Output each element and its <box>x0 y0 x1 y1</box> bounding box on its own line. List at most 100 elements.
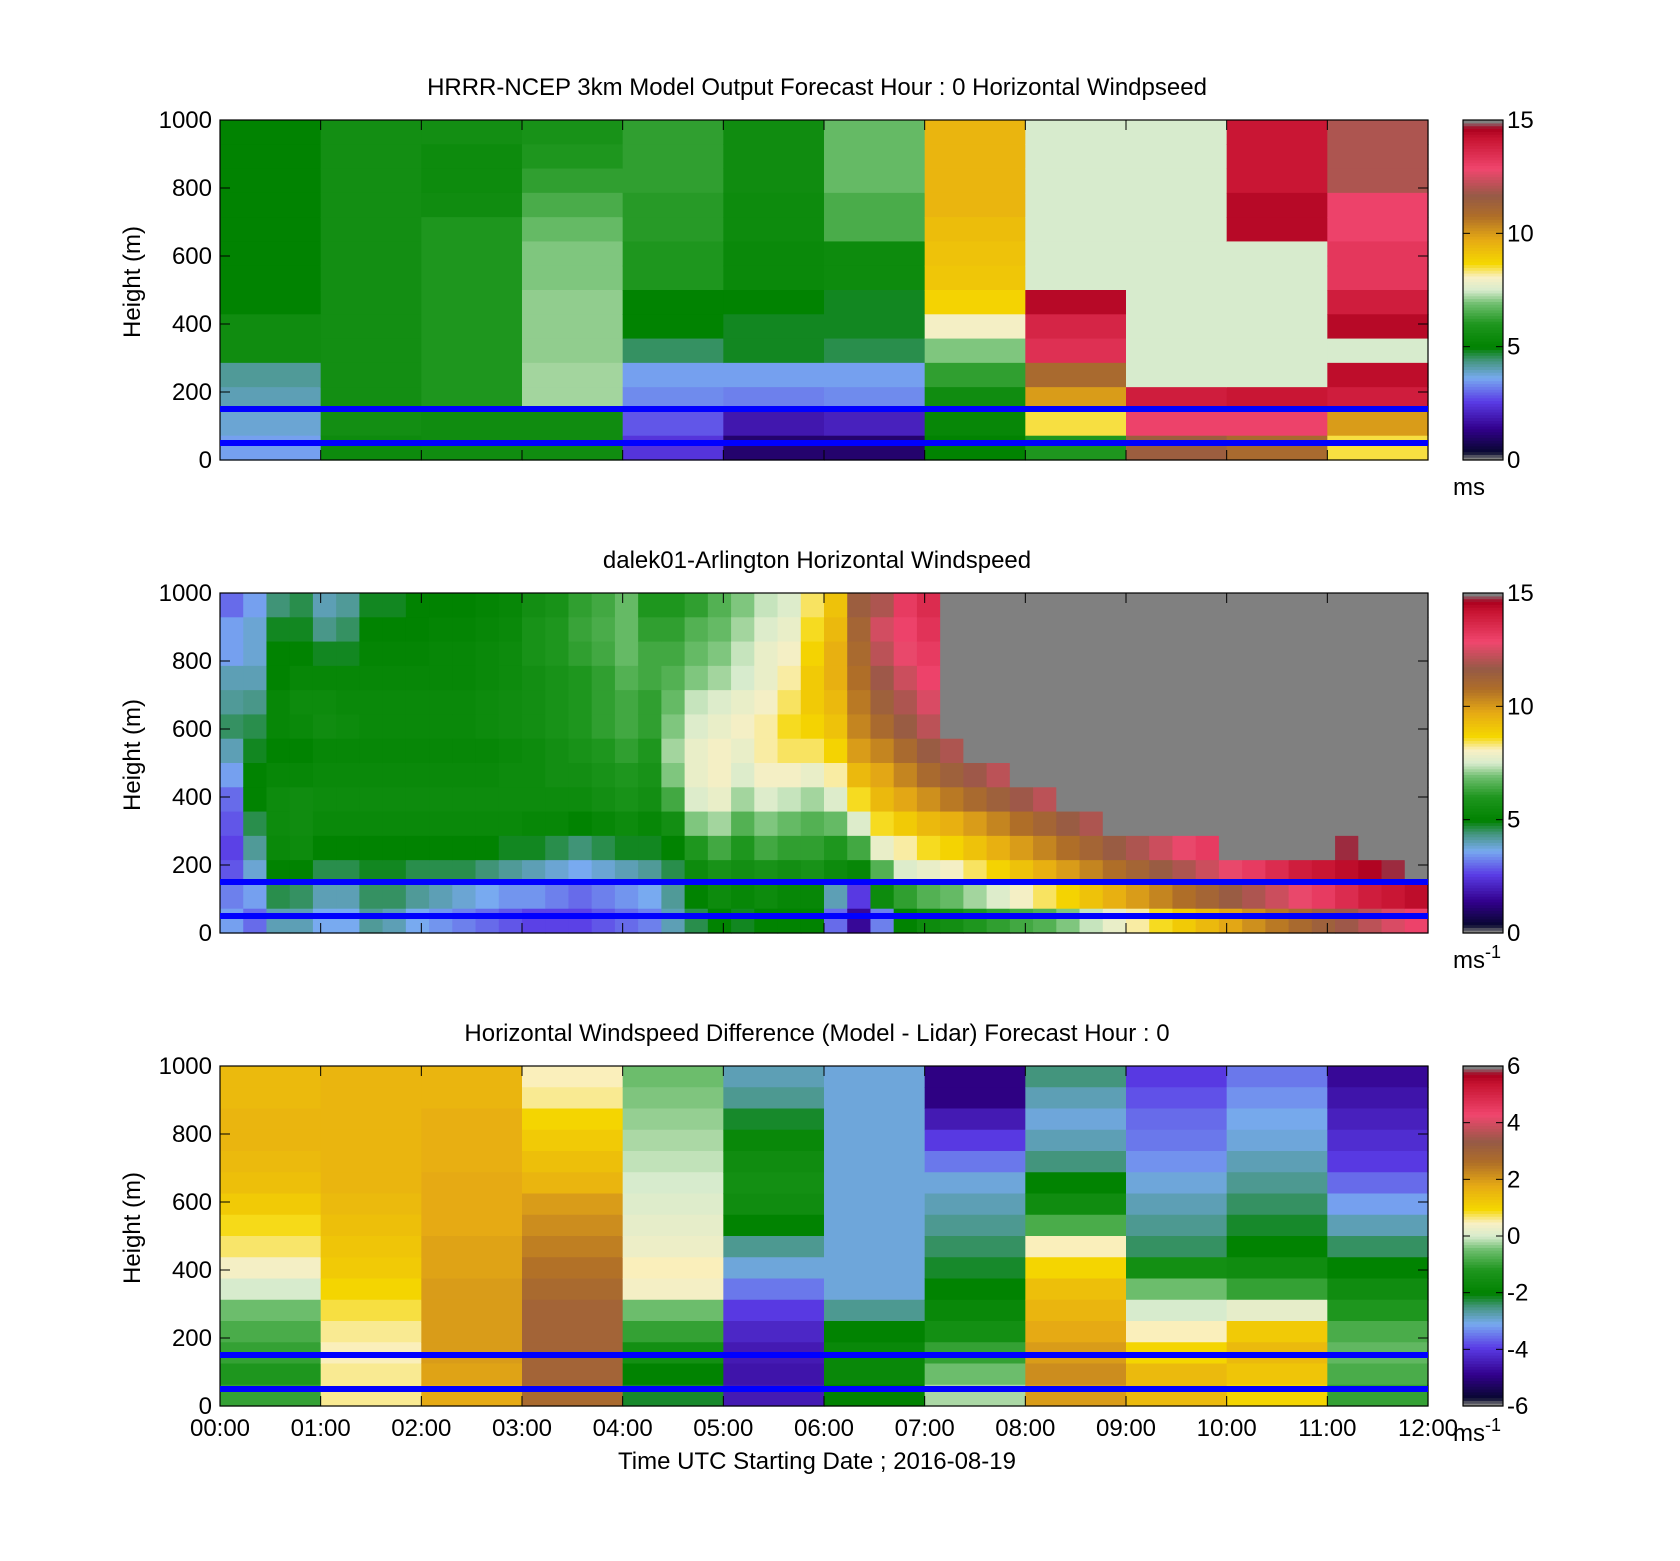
heatmap-cell <box>1056 617 1081 643</box>
colorbar-swatch <box>1463 1114 1503 1118</box>
heatmap-cell <box>1149 835 1174 861</box>
heatmap-cell <box>893 908 918 934</box>
heatmap-cell <box>777 714 802 740</box>
heatmap-cell <box>405 884 430 910</box>
heatmap-cell <box>638 714 662 740</box>
colorbar-swatch <box>1463 431 1503 436</box>
colorbar-swatch <box>1463 862 1503 866</box>
heatmap-cell <box>312 763 337 788</box>
heatmap-cell <box>421 1257 523 1280</box>
heatmap-cell <box>893 593 918 618</box>
heatmap-cell <box>924 1172 1026 1195</box>
heatmap-cell <box>320 1087 422 1110</box>
heatmap-cell <box>591 665 616 691</box>
x-tick-label: 09:00 <box>1096 1415 1156 1442</box>
colorbar-swatch <box>1463 816 1503 821</box>
colorbar-swatch <box>1463 1165 1503 1169</box>
heatmap-cell <box>498 593 523 618</box>
colorbar-swatch <box>1463 1301 1503 1305</box>
colorbar-swatch <box>1463 1131 1503 1135</box>
heatmap-cell <box>870 835 895 861</box>
heatmap-cell <box>723 338 825 364</box>
heatmap-cell <box>359 641 384 667</box>
heatmap-cell <box>1218 641 1243 667</box>
colorbar-swatch <box>1463 1340 1503 1345</box>
heatmap-cell <box>614 763 639 788</box>
heatmap-cell <box>266 641 291 667</box>
colorbar-swatch <box>1463 879 1503 883</box>
heatmap-cell <box>893 787 918 813</box>
heatmap-cell <box>266 884 291 910</box>
heatmap-cell <box>723 192 825 218</box>
colorbar-swatch <box>1463 443 1503 447</box>
colorbar-swatch <box>1463 856 1503 860</box>
heatmap-cell <box>1404 811 1429 837</box>
heatmap-cell <box>320 120 422 145</box>
colorbar-swatch <box>1463 411 1503 416</box>
colorbar-swatch <box>1463 190 1503 195</box>
heatmap-cell <box>754 763 779 788</box>
colorbar-swatch <box>1463 185 1503 189</box>
heatmap-cell <box>1335 787 1359 813</box>
heatmap-cell <box>1226 192 1328 218</box>
heatmap-cell <box>1009 811 1034 837</box>
heatmap-cell <box>1056 860 1081 886</box>
heatmap-cell <box>220 241 322 267</box>
heatmap-cell <box>1226 290 1328 315</box>
heatmap-cell <box>421 1299 523 1322</box>
colorbar-swatch <box>1463 1088 1503 1093</box>
colorbar-swatch <box>1463 346 1503 351</box>
heatmap-cell <box>243 884 268 910</box>
colorbar-swatch <box>1463 389 1503 393</box>
heatmap-cell <box>800 787 825 813</box>
heatmap-cell <box>1195 787 1220 813</box>
heatmap-cell <box>359 690 384 716</box>
colorbar-swatch <box>1463 171 1503 175</box>
heatmap-cell <box>498 811 523 837</box>
heatmap-cell <box>723 1108 825 1131</box>
heatmap-cell <box>723 168 825 194</box>
heatmap-cell <box>220 690 244 716</box>
colorbar-swatch <box>1463 151 1503 155</box>
colorbar-swatch <box>1463 1360 1503 1365</box>
heatmap-cell <box>405 787 430 813</box>
heatmap-cell <box>452 690 477 716</box>
heatmap-cell <box>421 411 523 437</box>
heatmap-cell <box>723 1257 825 1280</box>
heatmap-cell <box>498 908 523 934</box>
colorbar-swatch <box>1463 318 1503 322</box>
heatmap-cell <box>266 787 291 813</box>
heatmap-cell <box>220 338 322 364</box>
heatmap-cell <box>1025 168 1127 194</box>
heatmap-cell <box>824 593 848 618</box>
colorbar-swatch <box>1463 1153 1503 1158</box>
heatmap-cell <box>1033 714 1057 740</box>
heatmap-cell <box>614 835 639 861</box>
heatmap-cell <box>723 1214 825 1237</box>
colorbar-swatch <box>1463 1085 1503 1090</box>
heatmap-cell <box>684 665 709 691</box>
heatmap-cell <box>1025 435 1127 461</box>
heatmap-cell <box>1009 665 1034 691</box>
heatmap-cell <box>963 908 988 934</box>
colorbar-swatch <box>1463 267 1503 271</box>
colorbar-swatch <box>1463 785 1503 790</box>
colorbar-tick-label: -2 <box>1507 1280 1528 1307</box>
heatmap-cell <box>1126 738 1150 764</box>
heatmap-cell <box>522 738 546 764</box>
heatmap-cell <box>1327 265 1429 291</box>
heatmap-cell <box>1079 787 1104 813</box>
heatmap-cell <box>429 593 453 618</box>
heatmap-cell <box>421 1363 523 1386</box>
heatmap-cell <box>1195 860 1220 886</box>
colorbar-swatch <box>1463 887 1503 892</box>
heatmap-cell <box>522 1278 624 1301</box>
heatmap-cell <box>522 338 624 364</box>
heatmap-cell <box>800 714 825 740</box>
heatmap-cell <box>622 1066 724 1088</box>
heatmap-cell <box>220 1129 322 1152</box>
heatmap-cell <box>1327 1363 1429 1386</box>
heatmap-cell <box>220 1193 322 1216</box>
heatmap-cell <box>320 362 422 388</box>
heatmap-cell <box>522 1257 624 1280</box>
